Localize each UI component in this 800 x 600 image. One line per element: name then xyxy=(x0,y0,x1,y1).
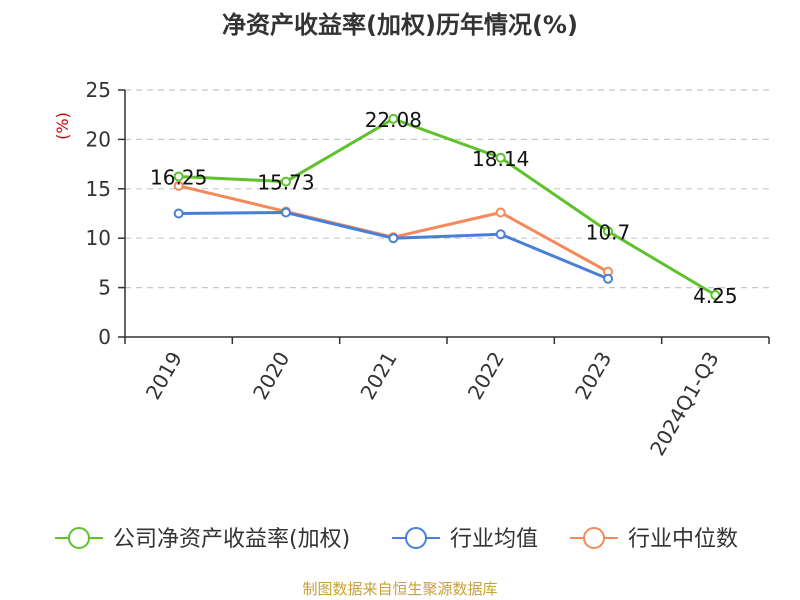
x-tick-label: 2019 xyxy=(141,348,187,404)
x-tick-label: 2020 xyxy=(248,348,294,404)
y-tick-label: 0 xyxy=(98,325,111,349)
y-tick-label: 20 xyxy=(86,127,111,151)
legend-item[interactable]: 行业均值 xyxy=(392,527,538,552)
series-line xyxy=(178,184,609,274)
legend[interactable]: 公司净资产收益率(加权) 行业均值 行业中位数 xyxy=(55,527,738,552)
legend-label: 公司净资产收益率(加权) xyxy=(113,527,350,552)
data-point[interactable] xyxy=(710,290,721,301)
x-tick-label: 2021 xyxy=(355,348,401,404)
legend-marker xyxy=(68,527,90,549)
series-1 xyxy=(173,207,613,284)
data-point[interactable] xyxy=(281,176,291,187)
data-point[interactable] xyxy=(388,113,399,124)
x-tick-label: 2024Q1-Q3 xyxy=(645,348,724,460)
y-axis-label: (%) xyxy=(53,112,72,140)
data-label: 22.08 xyxy=(365,108,422,132)
legend-marker xyxy=(583,527,605,549)
data-labels: 16.25 15.73 22.08 18.14 10.7 4.25 xyxy=(150,108,738,308)
x-tick-label: 2023 xyxy=(570,348,616,404)
x-tick-label: 2022 xyxy=(463,347,509,403)
data-point[interactable] xyxy=(281,207,291,218)
series-0 xyxy=(173,113,721,301)
y-tick-label: 15 xyxy=(86,177,111,201)
y-tick-label: 10 xyxy=(86,226,111,250)
y-tick-label: 25 xyxy=(86,78,111,102)
data-point[interactable] xyxy=(388,233,399,244)
legend-marker xyxy=(405,527,427,549)
y-tick-label: 5 xyxy=(98,276,111,300)
data-label: 15.73 xyxy=(257,171,314,195)
data-label: 4.25 xyxy=(693,284,738,308)
axes: 0 5 10 15 20 25 2019 2020 2021 2022 2023 2024Q1-Q3 xyxy=(86,78,770,460)
source-note: 制图数据来自恒生聚源数据库 xyxy=(302,580,497,598)
data-label: 10.7 xyxy=(586,220,631,244)
legend-item[interactable]: 公司净资产收益率(加权) xyxy=(55,527,350,552)
data-point[interactable] xyxy=(495,152,506,163)
data-label: 18.14 xyxy=(472,147,529,171)
data-label: 16.25 xyxy=(150,165,207,189)
data-point[interactable] xyxy=(173,180,184,191)
series-line xyxy=(178,211,609,281)
series-line xyxy=(178,117,717,297)
data-point[interactable] xyxy=(603,226,613,237)
data-point[interactable] xyxy=(495,229,506,240)
chart-title: 净资产收益率(加权)历年情况(%) xyxy=(222,11,578,39)
data-point[interactable] xyxy=(495,207,506,218)
legend-label: 行业均值 xyxy=(450,527,538,552)
grid-lines xyxy=(125,89,769,289)
legend-label: 行业中位数 xyxy=(628,527,738,552)
data-point[interactable] xyxy=(173,208,184,219)
data-point[interactable] xyxy=(173,171,184,182)
series-lines xyxy=(173,113,721,301)
series-2 xyxy=(173,180,613,277)
data-point[interactable] xyxy=(603,273,613,284)
legend-item[interactable]: 行业中位数 xyxy=(570,527,738,552)
